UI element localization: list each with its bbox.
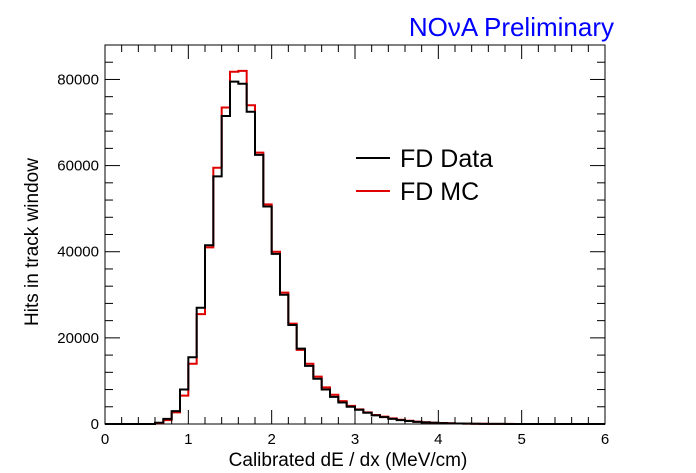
x-tick-label: 0 [101, 431, 109, 448]
legend: FD Data FD MC [356, 145, 493, 206]
x-tick-label: 5 [517, 431, 525, 448]
preliminary-banner: NOνA Preliminary [409, 12, 614, 42]
x-tick-label: 4 [434, 431, 442, 448]
legend-label-fd-data: FD Data [400, 145, 493, 173]
y-axis-title: Hits in track window [22, 158, 43, 326]
y-tick-label: 40000 [57, 244, 99, 261]
x-tick-label: 1 [184, 431, 192, 448]
x-tick-label: 2 [267, 431, 275, 448]
x-tick-label: 3 [351, 431, 359, 448]
x-axis-title: Calibrated dE / dx (MeV/cm) [229, 450, 468, 471]
axes: 0 1 2 3 4 5 6 0 20000 40000 60000 80000 [57, 44, 609, 448]
y-tick-label: 80000 [57, 71, 99, 88]
legend-label-fd-mc: FD MC [400, 178, 479, 206]
y-tick-label: 60000 [57, 158, 99, 175]
y-tick-label: 20000 [57, 330, 99, 347]
y-tick-label: 0 [91, 416, 99, 433]
x-tick-label: 6 [601, 431, 609, 448]
